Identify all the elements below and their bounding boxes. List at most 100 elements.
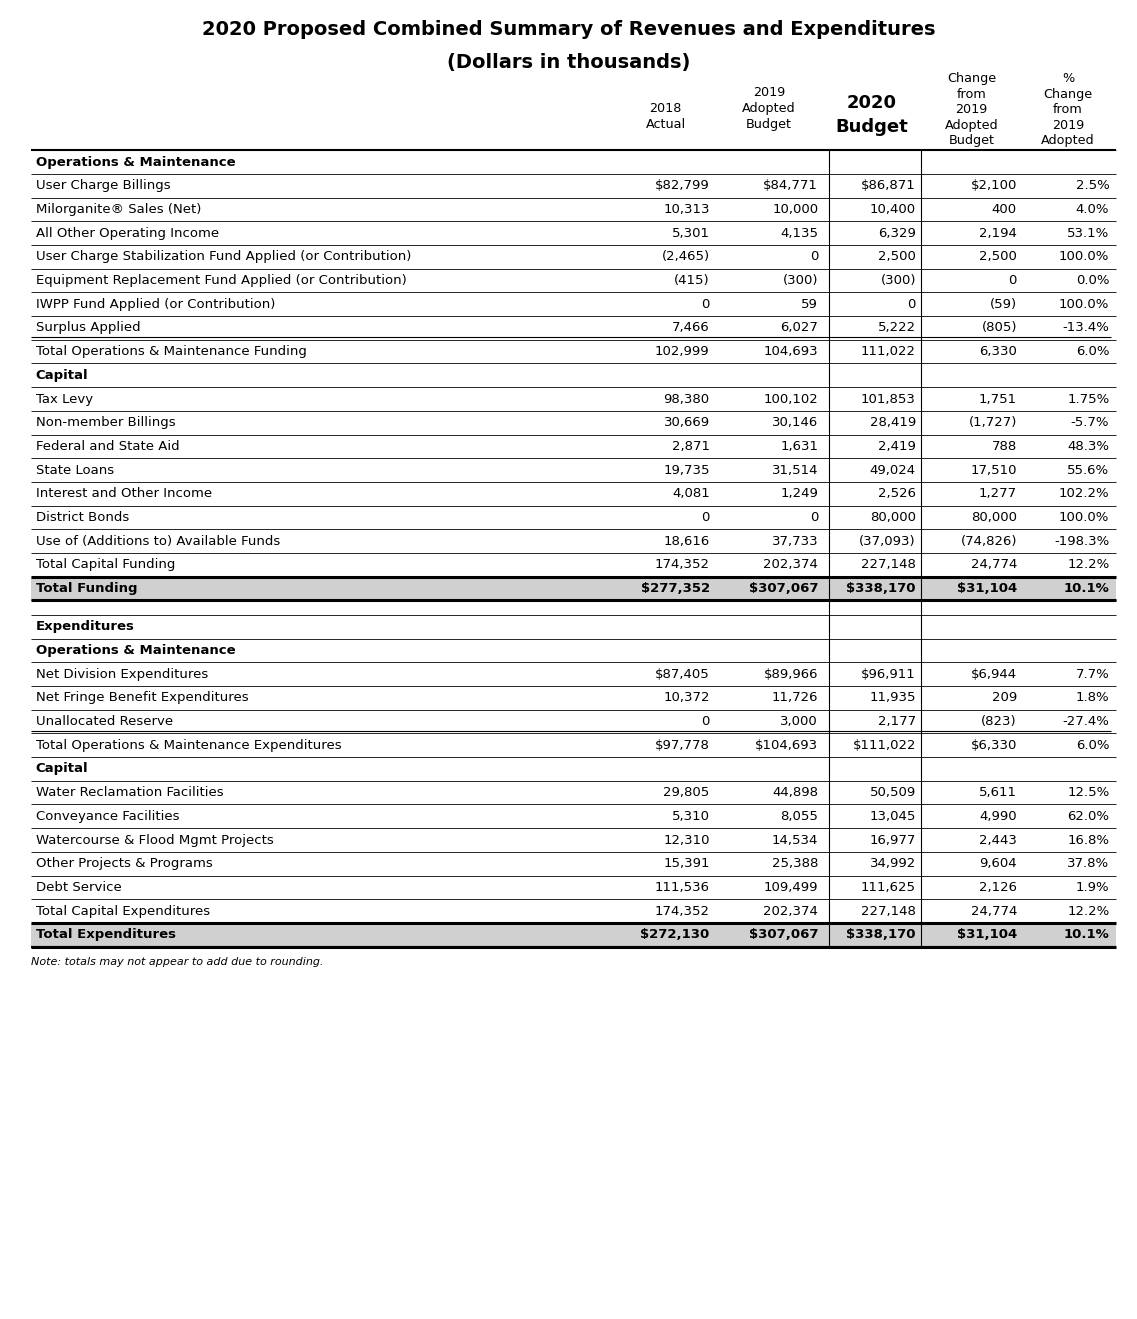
Text: $307,067: $307,067 [748,582,819,595]
Bar [31,576,1117,600]
Text: 2020: 2020 [847,95,897,112]
Text: $6,944: $6,944 [971,667,1016,681]
Text: 400: 400 [991,203,1016,216]
Text: (300): (300) [782,274,819,288]
Text: (415): (415) [674,274,709,288]
Text: Actual: Actual [646,119,686,132]
Text: (37,093): (37,093) [860,534,916,547]
Text: Note: totals may not appear to add due to rounding.: Note: totals may not appear to add due t… [31,956,323,967]
Text: 29,805: 29,805 [663,786,709,799]
Text: 202,374: 202,374 [763,905,819,918]
Text: 1.9%: 1.9% [1076,881,1110,894]
Text: 4,990: 4,990 [979,810,1016,823]
Text: $87,405: $87,405 [655,667,709,681]
Text: 109,499: 109,499 [764,881,819,894]
Text: 16.8%: 16.8% [1068,834,1110,847]
Text: 104,693: 104,693 [764,346,819,357]
Text: 59: 59 [802,298,819,311]
Text: 2,500: 2,500 [979,251,1016,264]
Text: 10,000: 10,000 [772,203,819,216]
Text: (59): (59) [989,298,1016,311]
Text: State Loans: State Loans [35,463,114,476]
Text: 34,992: 34,992 [870,857,916,871]
Text: 2019: 2019 [1052,119,1085,132]
Text: 5,310: 5,310 [672,810,709,823]
Text: 2018: 2018 [649,103,682,115]
Text: 101,853: 101,853 [861,393,916,405]
Text: Capital: Capital [35,762,89,776]
Text: (74,826): (74,826) [961,534,1016,547]
Text: 2,500: 2,500 [878,251,916,264]
Text: 7.7%: 7.7% [1076,667,1110,681]
Text: 1,249: 1,249 [780,487,819,500]
Text: 0: 0 [702,298,709,311]
Text: (Dollars in thousands): (Dollars in thousands) [447,53,690,71]
Text: 102.2%: 102.2% [1059,487,1110,500]
Text: 111,022: 111,022 [861,346,916,357]
Text: Federal and State Aid: Federal and State Aid [35,441,180,452]
Text: 8,055: 8,055 [780,810,819,823]
Text: User Charge Billings: User Charge Billings [35,179,171,193]
Text: 1,631: 1,631 [780,441,819,452]
Text: Conveyance Facilities: Conveyance Facilities [35,810,180,823]
Text: $2,100: $2,100 [971,179,1016,193]
Text: 44,898: 44,898 [772,786,819,799]
Text: 209: 209 [991,691,1016,704]
Text: 37,733: 37,733 [772,534,819,547]
Text: $6,330: $6,330 [971,739,1016,752]
Text: $104,693: $104,693 [755,739,819,752]
Text: 227,148: 227,148 [861,905,916,918]
Text: $111,022: $111,022 [853,739,916,752]
Text: 2020 Proposed Combined Summary of Revenues and Expenditures: 2020 Proposed Combined Summary of Revenu… [201,20,936,38]
Text: 98,380: 98,380 [664,393,709,405]
Text: $89,966: $89,966 [764,667,819,681]
Text: 55.6%: 55.6% [1068,463,1110,476]
Text: 2,419: 2,419 [878,441,916,452]
Text: Tax Levy: Tax Levy [35,393,93,405]
Text: 30,146: 30,146 [772,417,819,429]
Text: 25,388: 25,388 [772,857,819,871]
Text: 2,871: 2,871 [672,441,709,452]
Text: (823): (823) [981,715,1016,728]
Text: IWPP Fund Applied (or Contribution): IWPP Fund Applied (or Contribution) [35,298,275,311]
Text: 100.0%: 100.0% [1059,298,1110,311]
Text: 10,372: 10,372 [663,691,709,704]
Text: $31,104: $31,104 [956,929,1016,942]
Text: 3,000: 3,000 [780,715,819,728]
Text: Watercourse & Flood Mgmt Projects: Watercourse & Flood Mgmt Projects [35,834,273,847]
Text: 10,313: 10,313 [663,203,709,216]
Text: 2,443: 2,443 [979,834,1016,847]
Text: 18,616: 18,616 [663,534,709,547]
Text: $338,170: $338,170 [846,582,916,595]
Text: 202,374: 202,374 [763,558,819,571]
Text: 174,352: 174,352 [655,558,709,571]
Text: 6,330: 6,330 [979,346,1016,357]
Text: 62.0%: 62.0% [1068,810,1110,823]
Text: 0: 0 [702,510,709,524]
Text: Operations & Maintenance: Operations & Maintenance [35,156,235,169]
Text: 10.1%: 10.1% [1063,929,1110,942]
Text: Net Fringe Benefit Expenditures: Net Fringe Benefit Expenditures [35,691,248,704]
Text: District Bonds: District Bonds [35,510,128,524]
Text: $86,871: $86,871 [861,179,916,193]
Text: 16,977: 16,977 [870,834,916,847]
Text: 80,000: 80,000 [971,510,1016,524]
Text: 12.2%: 12.2% [1068,558,1110,571]
Text: 48.3%: 48.3% [1068,441,1110,452]
Text: 0: 0 [1009,274,1016,288]
Text: 7,466: 7,466 [672,322,709,335]
Text: 50,509: 50,509 [870,786,916,799]
Text: (805): (805) [981,322,1016,335]
Text: 9,604: 9,604 [979,857,1016,871]
Text: 0: 0 [810,510,819,524]
Text: 2,126: 2,126 [979,881,1016,894]
Text: Budget: Budget [948,135,995,148]
Text: 100.0%: 100.0% [1059,251,1110,264]
Text: 102,999: 102,999 [655,346,709,357]
Text: 4,135: 4,135 [780,227,819,240]
Text: Net Division Expenditures: Net Division Expenditures [35,667,208,681]
Text: Change: Change [1044,88,1093,102]
Text: Other Projects & Programs: Other Projects & Programs [35,857,213,871]
Text: Budget: Budget [746,119,791,132]
Text: Surplus Applied: Surplus Applied [35,322,140,335]
